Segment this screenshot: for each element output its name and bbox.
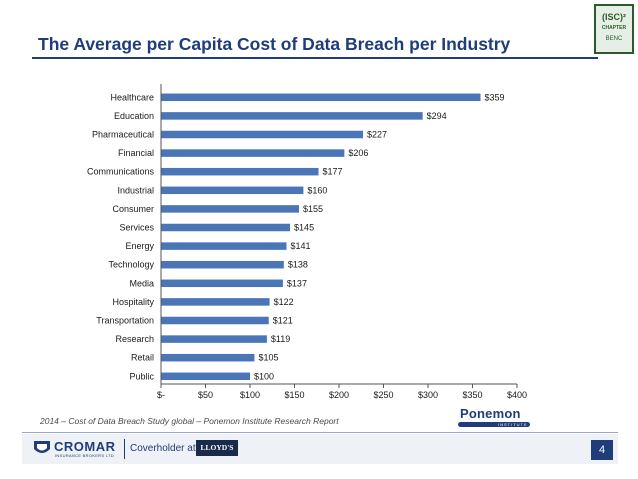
- value-label: $137: [287, 278, 307, 288]
- category-label: Healthcare: [110, 92, 154, 102]
- category-label: Financial: [118, 148, 154, 158]
- bar: [161, 205, 299, 213]
- value-label: $100: [254, 371, 274, 381]
- value-label: $141: [290, 241, 310, 251]
- source-note: 2014 – Cost of Data Breach Study global …: [40, 416, 339, 426]
- x-tick-label: $250: [373, 390, 393, 400]
- x-tick-label: $150: [284, 390, 304, 400]
- cromar-logo: CROMAR INSURANCE BROKERS LTD: [32, 437, 120, 461]
- bar: [161, 112, 423, 120]
- footer-rule: [22, 432, 618, 433]
- x-tick-label: $350: [462, 390, 482, 400]
- bar: [161, 372, 250, 381]
- category-label: Hospitality: [112, 297, 154, 307]
- bar: [161, 335, 267, 343]
- category-label: Industrial: [117, 185, 154, 195]
- bar: [161, 298, 270, 306]
- value-label: $138: [288, 260, 308, 270]
- x-tick-label: $400: [507, 390, 527, 400]
- category-label: Public: [129, 371, 154, 381]
- bar: [161, 149, 345, 157]
- lloyds-logo-text: LLOYD'S: [200, 443, 234, 452]
- cromar-logo-name: CROMAR: [54, 439, 116, 454]
- x-tick-label: $-: [157, 390, 165, 400]
- x-tick-label: $300: [418, 390, 438, 400]
- x-tick-label: $50: [198, 390, 213, 400]
- footer-bar: [22, 434, 618, 464]
- bar: [161, 186, 304, 195]
- bar: [161, 279, 283, 288]
- x-tick-label: $200: [329, 390, 349, 400]
- isc-badge-middle-text: CHAPTER: [601, 25, 627, 31]
- category-label: Services: [119, 223, 154, 233]
- lloyds-logo: LLOYD'S: [196, 440, 238, 456]
- cromar-logo-sub: INSURANCE BROKERS LTD: [55, 453, 114, 458]
- bar: [161, 130, 364, 139]
- bar: [161, 93, 481, 102]
- bar: [161, 260, 284, 269]
- isc-badge-bottom-text: BENC: [605, 36, 623, 42]
- category-label: Energy: [125, 241, 154, 251]
- footer-divider: [124, 439, 125, 459]
- isc-chapter-badge: (ISC)² CHAPTER BENC: [594, 4, 634, 54]
- category-label: Research: [115, 334, 154, 344]
- category-label: Consumer: [112, 204, 154, 214]
- category-label: Pharmaceutical: [92, 130, 154, 140]
- isc-badge-top-text: (ISC)²: [602, 12, 626, 22]
- bar: [161, 353, 255, 362]
- value-label: $122: [274, 297, 294, 307]
- category-label: Education: [114, 111, 154, 121]
- value-label: $227: [367, 130, 387, 140]
- slide-title: The Average per Capita Cost of Data Brea…: [38, 34, 511, 54]
- category-label: Media: [129, 278, 154, 288]
- ponemon-logo-name: Ponemon: [460, 406, 521, 421]
- value-label: $105: [258, 353, 278, 363]
- bar: [161, 167, 319, 176]
- bar: [161, 223, 291, 232]
- value-label: $206: [348, 148, 368, 158]
- value-label: $145: [294, 223, 314, 233]
- ponemon-logo: Ponemon INSTITUTE: [458, 406, 533, 430]
- page-number-badge: 4: [591, 440, 613, 460]
- category-label: Communications: [87, 167, 155, 177]
- value-label: $155: [303, 204, 323, 214]
- title-underline: [32, 57, 598, 59]
- value-label: $294: [427, 111, 447, 121]
- value-label: $121: [273, 316, 293, 326]
- industry-cost-bar-chart: Healthcare $359 Education $294 Pharmaceutica…: [87, 84, 527, 400]
- coverholder-text: Coverholder at: [130, 443, 196, 454]
- bar: [161, 316, 269, 325]
- category-label: Transportation: [96, 316, 154, 326]
- value-label: $160: [307, 185, 327, 195]
- category-label: Retail: [131, 353, 154, 363]
- cromar-shield-icon: [34, 441, 50, 453]
- page-number: 4: [598, 444, 606, 456]
- bar: [161, 242, 287, 250]
- ponemon-logo-sub: INSTITUTE: [498, 422, 528, 427]
- category-label: Technology: [108, 260, 154, 270]
- value-label: $119: [271, 334, 290, 344]
- x-tick-label: $100: [240, 390, 260, 400]
- ponemon-swoosh: [458, 422, 530, 427]
- value-label: $359: [485, 92, 505, 102]
- value-label: $177: [323, 167, 343, 177]
